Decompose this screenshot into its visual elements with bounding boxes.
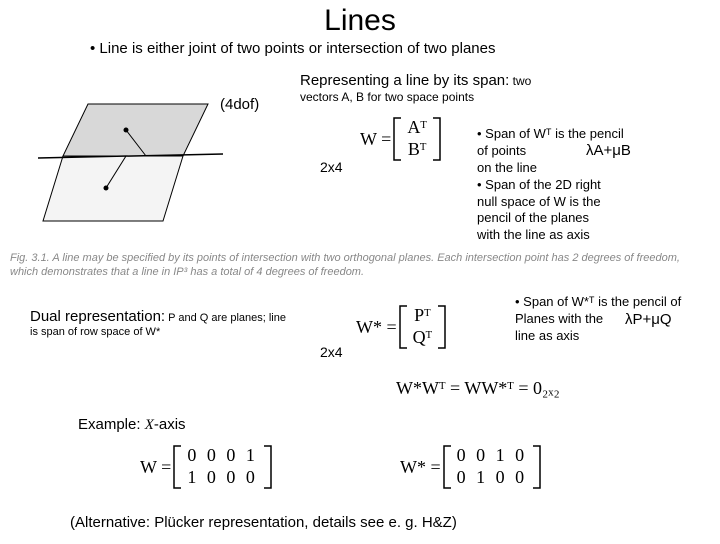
figure-caption: Fig. 3.1. A line may be specified by its… xyxy=(10,252,710,280)
bullet-a6: pencil of the planes xyxy=(477,210,624,227)
bullet-a7: with the line as axis xyxy=(477,227,624,244)
wstar-ex-r1: 0 0 1 0 xyxy=(457,445,528,467)
wstar-example-matrix: W* = 0 0 1 0 0 1 0 0 xyxy=(400,444,543,490)
span-heading: Representing a line by its span: two xyxy=(300,72,531,89)
w-ex-r1: 0 0 0 1 xyxy=(187,445,258,467)
dual-rep-sub: P and Q are planes; line xyxy=(165,312,286,324)
w-example-matrix: W = 0 0 0 1 1 0 0 0 xyxy=(140,444,274,490)
dual-rep-text: Dual representation: xyxy=(30,308,165,325)
alternative-note: (Alternative: Plücker representation, de… xyxy=(70,514,457,531)
page-title: Lines xyxy=(0,4,720,38)
wstar-matrix-formula: W* = Pᵀ Qᵀ xyxy=(356,304,448,350)
pencil-formula-a: λA+μB xyxy=(586,142,631,159)
example-axis-suffix: -axis xyxy=(154,416,186,433)
example-label: Example: X-axis xyxy=(78,416,186,434)
pencil-formula-b: λP+μQ xyxy=(625,311,672,328)
bullet-b1: • Span of W*ᵀ is the pencil of xyxy=(515,294,681,311)
w-r1: Aᵀ xyxy=(407,117,427,139)
dual-representation-heading: Dual representation: P and Q are planes;… xyxy=(30,308,286,325)
example-axis-letter: X xyxy=(145,417,154,433)
w-matrix-formula: W = Aᵀ Bᵀ xyxy=(360,116,443,162)
w-lhs: W = xyxy=(360,129,391,150)
planes-diagram xyxy=(28,86,228,236)
bullet-a1: • Span of Wᵀ is the pencil xyxy=(477,126,624,143)
dimension-label-b: 2x4 xyxy=(320,344,343,360)
span-heading-text: Representing a line by its span: xyxy=(300,72,509,89)
span-heading-suffix: two xyxy=(509,74,531,88)
wstar-ex-r2: 0 1 0 0 xyxy=(457,467,528,489)
example-text: Example: xyxy=(78,416,145,433)
wstar-r1: Pᵀ xyxy=(413,305,433,327)
span-subheading: vectors A, B for two space points xyxy=(300,90,474,104)
w-ex-lhs: W = xyxy=(140,457,171,478)
w-ex-r2: 1 0 0 0 xyxy=(187,467,258,489)
bullet-a4: • Span of the 2D right xyxy=(477,177,624,194)
zero-equation: W*Wᵀ = WW*ᵀ = 0₂ₓ₂ xyxy=(396,378,560,399)
main-bullet: • Line is either joint of two points or … xyxy=(90,40,720,57)
w-r2: Bᵀ xyxy=(407,139,427,161)
wstar-ex-lhs: W* = xyxy=(400,457,441,478)
bullet-b3: line as axis xyxy=(515,328,681,345)
dual-rep-line2: is span of row space of W* xyxy=(30,326,160,338)
wstar-r2: Qᵀ xyxy=(413,327,433,349)
wstar-lhs: W* = xyxy=(356,317,397,338)
bullet-a5: null space of W is the xyxy=(477,194,624,211)
bullet-a3: on the line xyxy=(477,160,624,177)
dimension-label-a: 2x4 xyxy=(320,159,343,175)
